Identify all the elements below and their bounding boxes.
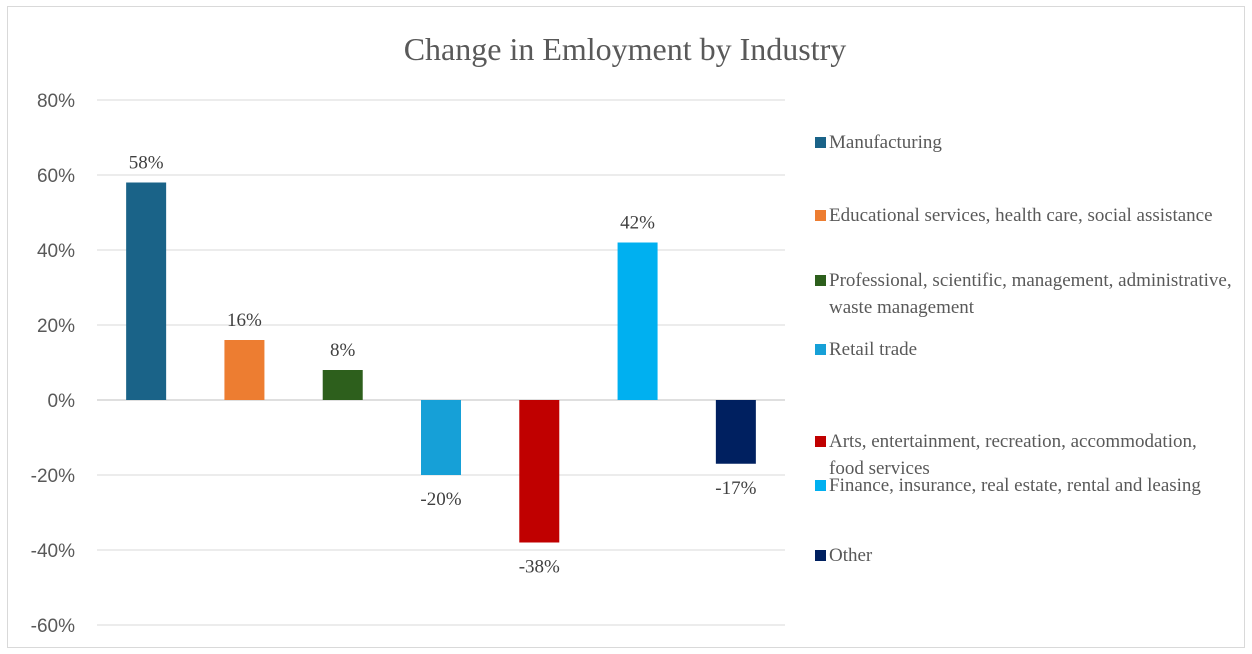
legend-label: Other bbox=[829, 545, 873, 566]
legend-swatch bbox=[815, 210, 826, 221]
data-label: 16% bbox=[227, 310, 262, 331]
y-tick-label: -40% bbox=[31, 541, 75, 562]
bar bbox=[519, 400, 560, 543]
data-labels: 58% 16% 8% -20% -38% 42% -17% bbox=[129, 153, 757, 578]
legend: Manufacturing Educational services, healt… bbox=[815, 0, 1245, 654]
legend-label: Arts, entertainment, recreation, accommo… bbox=[829, 431, 1197, 479]
legend-label: Retail trade bbox=[829, 339, 918, 360]
bar bbox=[126, 182, 167, 400]
legend-item: Manufacturing bbox=[815, 129, 1235, 156]
bar bbox=[617, 242, 658, 400]
legend-swatch bbox=[815, 344, 826, 355]
legend-item: Professional, scientific, management, ad… bbox=[815, 267, 1235, 321]
y-axis-ticks: -60% -40% -20% 0% 20% 40% 60% 80% bbox=[31, 91, 75, 637]
y-tick-label: 80% bbox=[37, 91, 75, 112]
legend-label: Professional, scientific, management, ad… bbox=[829, 270, 1232, 318]
data-label: 42% bbox=[620, 213, 655, 234]
gridlines bbox=[97, 99, 785, 626]
data-label: -20% bbox=[420, 489, 461, 510]
bar bbox=[421, 400, 461, 475]
legend-label: Educational services, health care, socia… bbox=[829, 205, 1213, 226]
legend-swatch bbox=[815, 436, 826, 447]
legend-item: Retail trade bbox=[815, 336, 1235, 363]
y-tick-label: 40% bbox=[37, 241, 75, 262]
legend-item: Arts, entertainment, recreation, accommo… bbox=[815, 428, 1235, 482]
legend-swatch bbox=[815, 137, 826, 148]
bars bbox=[126, 182, 756, 543]
legend-label: Manufacturing bbox=[829, 132, 942, 153]
bar bbox=[322, 370, 363, 400]
data-label: 58% bbox=[129, 153, 164, 174]
y-tick-label: 0% bbox=[48, 391, 76, 412]
y-tick-label: 60% bbox=[37, 166, 75, 187]
legend-item: Educational services, health care, socia… bbox=[815, 202, 1235, 229]
chart-title: Change in Emloyment by Industry bbox=[404, 31, 847, 67]
data-label: 8% bbox=[330, 340, 356, 361]
bar bbox=[224, 340, 265, 400]
legend-label: Finance, insurance, real estate, rental … bbox=[829, 475, 1201, 496]
y-tick-label: 20% bbox=[37, 316, 75, 337]
data-label: -38% bbox=[519, 557, 560, 578]
legend-item: Other bbox=[815, 542, 1235, 569]
y-tick-label: -20% bbox=[31, 466, 75, 487]
legend-swatch bbox=[815, 275, 826, 286]
bar bbox=[715, 400, 756, 464]
y-tick-label: -60% bbox=[31, 616, 75, 637]
legend-swatch bbox=[815, 550, 826, 561]
data-label: -17% bbox=[715, 478, 756, 499]
legend-swatch bbox=[815, 480, 826, 491]
legend-item: Finance, insurance, real estate, rental … bbox=[815, 472, 1235, 499]
